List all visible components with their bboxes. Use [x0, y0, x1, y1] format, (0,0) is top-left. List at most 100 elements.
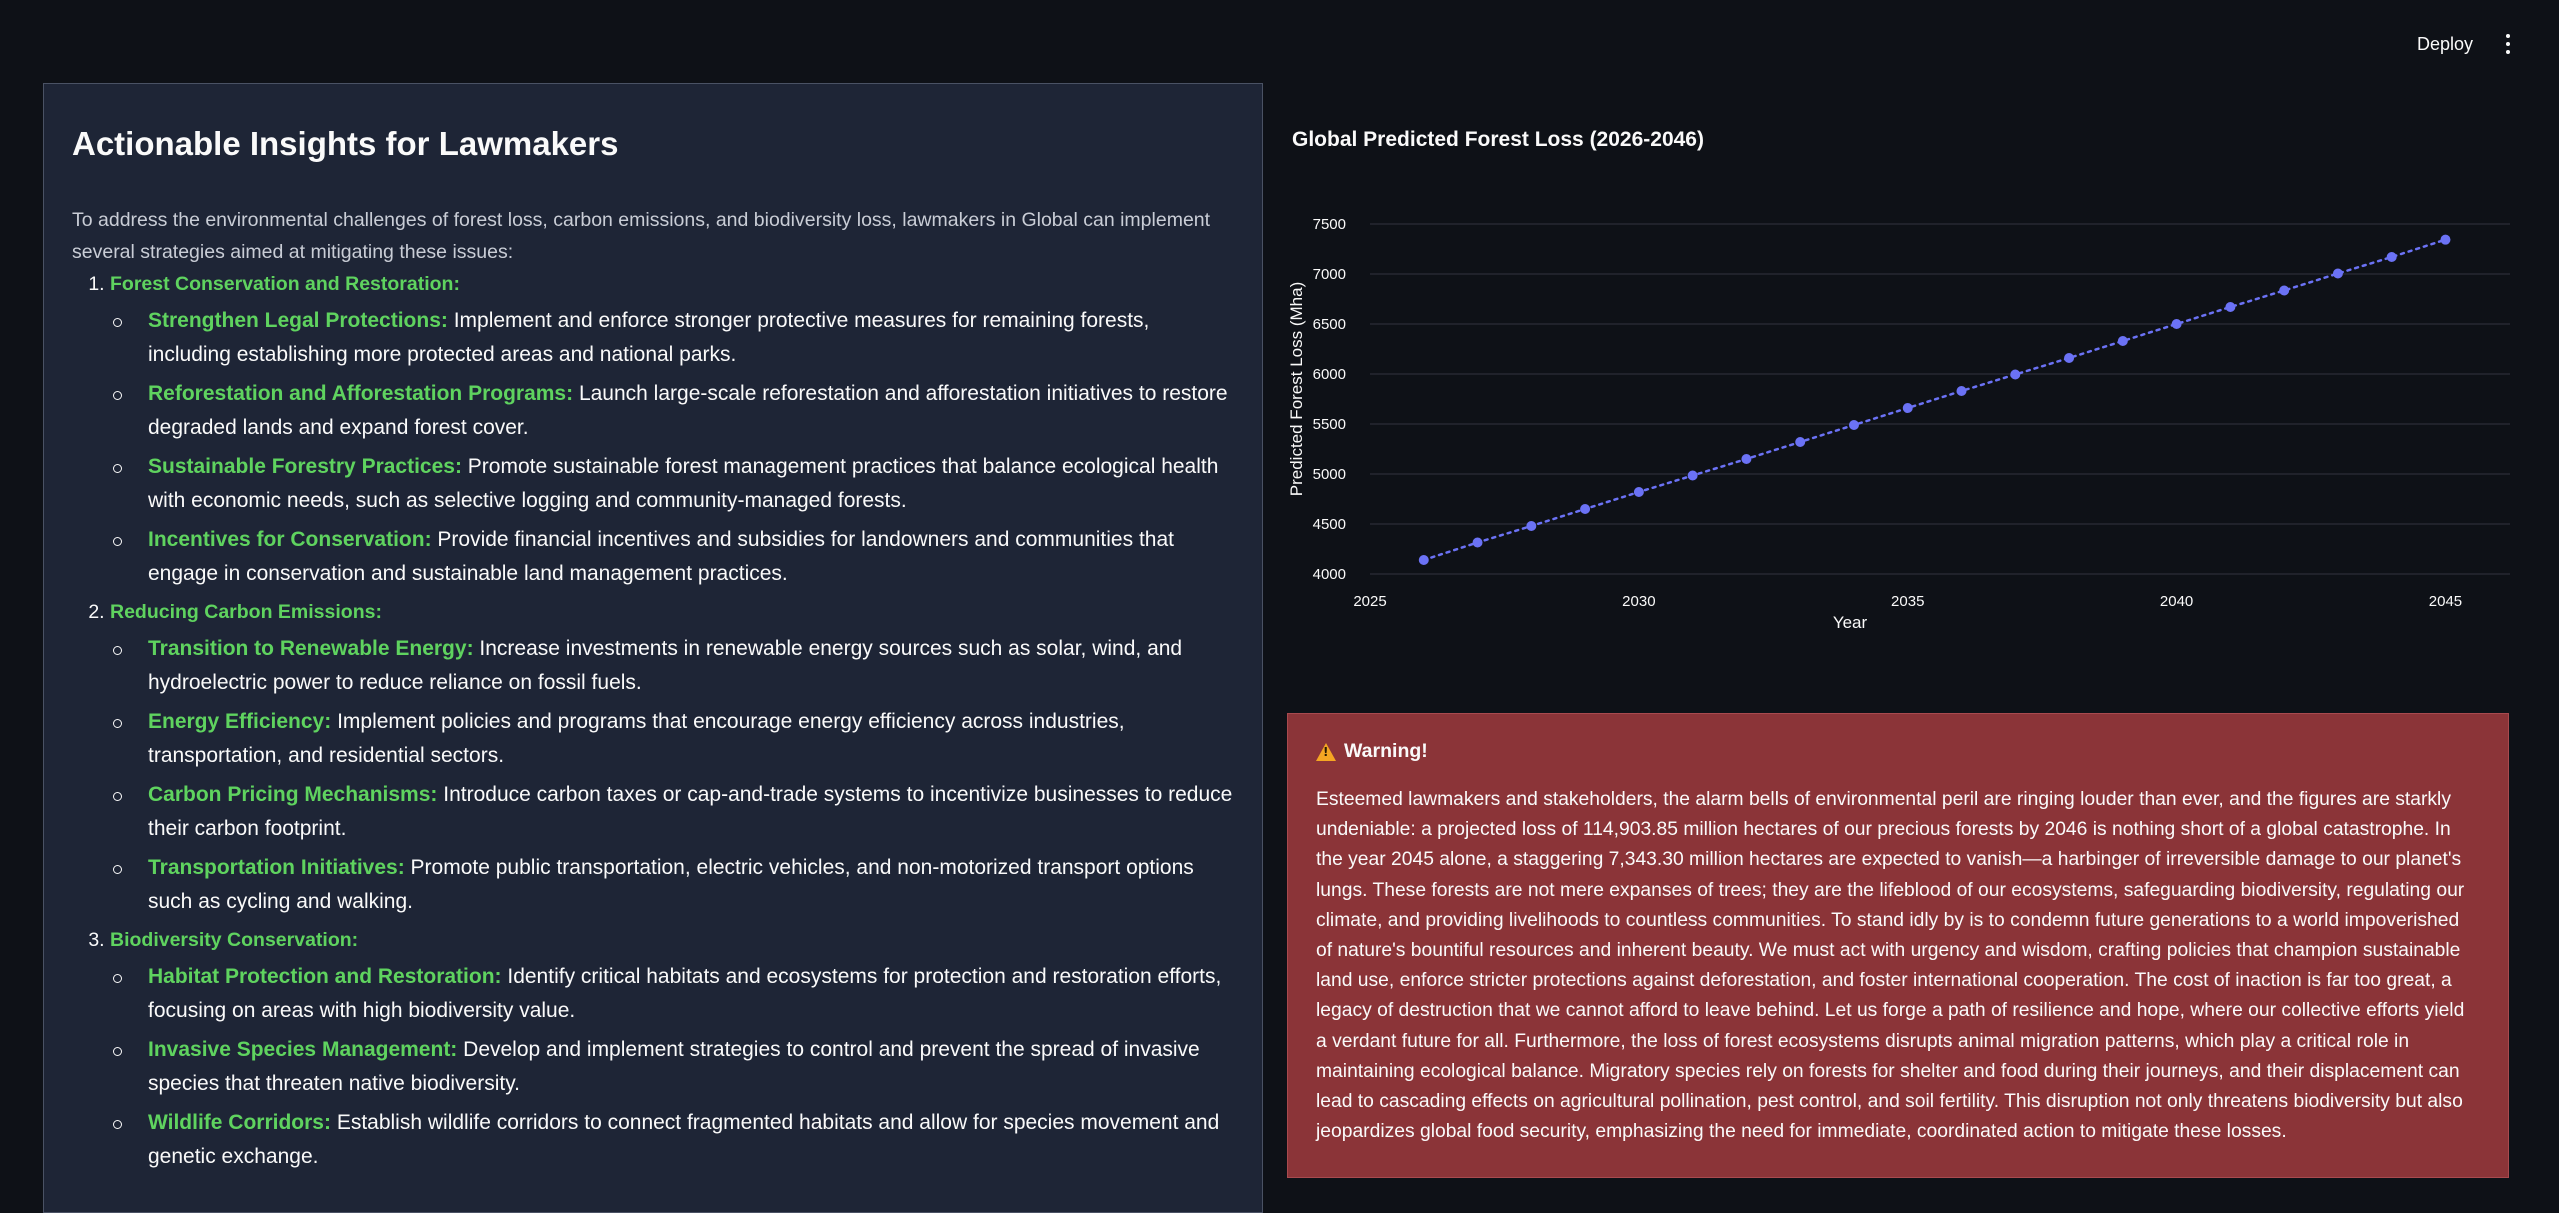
- strategy-list: Forest Conservation and Restoration: Stre…: [72, 268, 1234, 1174]
- strategy-item: Sustainable Forestry Practices: Promote …: [110, 450, 1234, 518]
- data-point: [1795, 437, 1806, 447]
- strategy-item: Wildlife Corridors: Establish wildlife c…: [110, 1106, 1234, 1174]
- data-point: [2171, 319, 2182, 329]
- data-point: [2332, 268, 2343, 279]
- warning-title: Warning!: [1344, 740, 1428, 762]
- strategy-item-text: Launch large-scale reforestation and aff…: [148, 382, 1228, 439]
- circle-bullet-icon: [113, 1120, 122, 1129]
- strategy-item-text: Implement policies and programs that enc…: [148, 710, 1125, 767]
- forest-loss-chart: 4000 4500 5000 5500 6000 6500 7000 7500 2025 2030…: [1287, 216, 2510, 632]
- data-point: [1902, 403, 1913, 413]
- strategy-item: Reforestation and Afforestation Programs…: [110, 377, 1234, 445]
- strategy-item: Transition to Renewable Energy: Increase…: [110, 632, 1234, 700]
- x-axis-label: Year: [1833, 613, 1868, 632]
- deploy-button[interactable]: Deploy: [2400, 26, 2490, 62]
- strategy-item-text: Promote public transportation, electric …: [148, 856, 1194, 913]
- y-tick-label: 5000: [1313, 466, 1346, 483]
- insights-intro: To address the environmental challenges …: [72, 209, 1211, 263]
- circle-bullet-icon: [113, 464, 122, 473]
- strategy-item-text: Establish wildlife corridors to connect …: [148, 1111, 1220, 1168]
- x-tick-label: 2045: [2429, 593, 2462, 610]
- strategy-item-text: Implement and enforce stronger protectiv…: [148, 309, 1150, 366]
- strategy-item-label: Invasive Species Management:: [148, 1038, 458, 1061]
- chart-title: Global Predicted Forest Loss (2026-2046): [1292, 128, 1704, 151]
- data-point: [2440, 234, 2451, 245]
- warning-header: Warning!: [1316, 740, 2480, 763]
- strategy-item-label: Transportation Initiatives:: [148, 856, 405, 879]
- strategy-item: Energy Efficiency: Implement policies an…: [110, 705, 1234, 773]
- strategy-item: Incentives for Conservation: Provide fin…: [110, 523, 1234, 591]
- strategy-item: Carbon Pricing Mechanisms: Introduce car…: [110, 778, 1234, 846]
- circle-bullet-icon: [113, 1047, 122, 1056]
- data-point: [2010, 369, 2021, 380]
- strategy-item-list: Strengthen Legal Protections: Implement …: [110, 304, 1234, 591]
- strategy-item-text: Provide financial incentives and subsidi…: [148, 528, 1174, 585]
- data-point: [1687, 470, 1698, 481]
- x-tick-label: 2030: [1622, 593, 1655, 610]
- main-menu-icon[interactable]: [2496, 26, 2520, 62]
- strategy-item-label: Sustainable Forestry Practices:: [148, 455, 462, 478]
- y-tick-label: 4500: [1313, 516, 1346, 533]
- strategy-section-title: Forest Conservation and Restoration:: [110, 273, 460, 295]
- data-point: [2225, 302, 2236, 312]
- circle-bullet-icon: [113, 865, 122, 874]
- data-point: [2117, 336, 2128, 346]
- x-tick-label: 2025: [1353, 593, 1386, 610]
- circle-bullet-icon: [113, 646, 122, 655]
- strategy-item-label: Reforestation and Afforestation Programs…: [148, 382, 574, 405]
- circle-bullet-icon: [113, 792, 122, 801]
- data-point: [1580, 504, 1591, 514]
- data-point: [1472, 537, 1483, 548]
- strategy-section: Biodiversity Conservation: Habitat Protec…: [110, 924, 1234, 1174]
- y-tick-label: 7000: [1313, 266, 1346, 283]
- circle-bullet-icon: [113, 318, 122, 327]
- strategy-section: Forest Conservation and Restoration: Stre…: [110, 268, 1234, 591]
- strategy-item-text: Identify critical habitats and ecosystem…: [148, 965, 1222, 1022]
- strategy-item-list: Transition to Renewable Energy: Increase…: [110, 632, 1234, 919]
- strategy-item-label: Transition to Renewable Energy:: [148, 637, 474, 660]
- insights-panel: Actionable Insights for Lawmakers To add…: [43, 83, 1263, 1213]
- strategy-item-text: Introduce carbon taxes or cap-and-trade …: [148, 783, 1233, 840]
- strategy-item-label: Incentives for Conservation:: [148, 528, 432, 551]
- data-point: [2064, 353, 2075, 363]
- warning-triangle-icon: [1316, 742, 1336, 761]
- x-tick-label: 2040: [2160, 593, 2193, 610]
- strategy-item-text: Increase investments in renewable energy…: [148, 637, 1183, 694]
- strategy-item: Strengthen Legal Protections: Implement …: [110, 304, 1234, 372]
- strategy-item-label: Strengthen Legal Protections:: [148, 309, 448, 332]
- strategy-item: Transportation Initiatives: Promote publ…: [110, 851, 1234, 919]
- y-tick-label: 4000: [1313, 566, 1346, 583]
- circle-bullet-icon: [113, 391, 122, 400]
- strategy-item-label: Wildlife Corridors:: [148, 1111, 331, 1134]
- strategy-item-label: Carbon Pricing Mechanisms:: [148, 783, 438, 806]
- y-axis-label: Predicted Forest Loss (Mha): [1287, 282, 1306, 496]
- strategy-item: Habitat Protection and Restoration: Iden…: [110, 960, 1234, 1028]
- y-tick-label: 7500: [1313, 216, 1346, 233]
- data-point: [1741, 454, 1752, 464]
- series-line: [1422, 238, 2447, 562]
- y-tick-label: 5500: [1313, 416, 1346, 433]
- data-point: [1526, 521, 1537, 531]
- warning-body: Esteemed lawmakers and stakeholders, the…: [1316, 789, 2465, 1143]
- top-toolbar: Deploy: [0, 0, 2559, 88]
- data-point: [1418, 555, 1429, 565]
- data-point: [1956, 386, 1967, 396]
- strategy-section-title: Biodiversity Conservation:: [110, 929, 359, 951]
- data-point: [1848, 420, 1859, 430]
- strategy-section: Reducing Carbon Emissions: Transition to …: [110, 596, 1234, 919]
- data-point: [2279, 285, 2290, 296]
- circle-bullet-icon: [113, 537, 122, 546]
- warning-alert: Warning! Esteemed lawmakers and stakehol…: [1287, 713, 2509, 1178]
- circle-bullet-icon: [113, 719, 122, 728]
- strategy-item-list: Habitat Protection and Restoration: Iden…: [110, 960, 1234, 1174]
- y-tick-label: 6000: [1313, 366, 1346, 383]
- strategy-item-label: Energy Efficiency:: [148, 710, 332, 733]
- strategy-item-text: Develop and implement strategies to cont…: [148, 1038, 1200, 1095]
- strategy-item: Invasive Species Management: Develop and…: [110, 1033, 1234, 1101]
- strategy-item-text: Promote sustainable forest management pr…: [148, 455, 1219, 512]
- x-tick-label: 2035: [1891, 593, 1924, 610]
- data-point: [2386, 252, 2397, 262]
- y-tick-label: 6500: [1313, 316, 1346, 333]
- insights-title: Actionable Insights for Lawmakers: [72, 125, 619, 162]
- data-point: [1633, 487, 1644, 497]
